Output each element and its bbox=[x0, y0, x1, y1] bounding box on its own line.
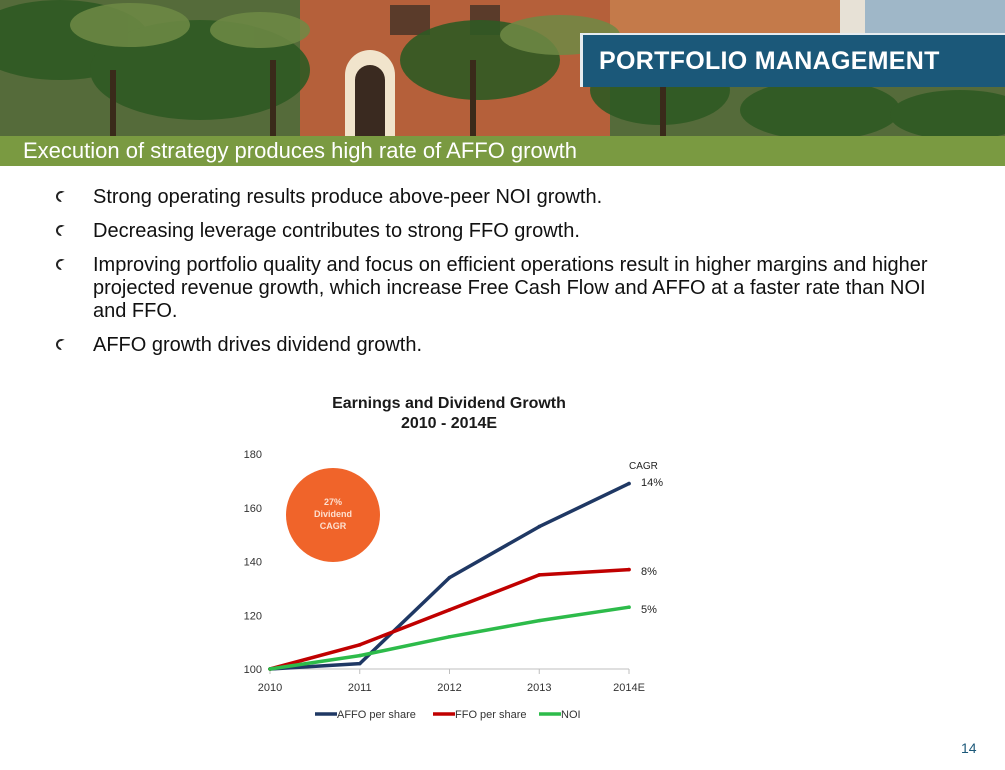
callout-text: 27% bbox=[324, 497, 342, 507]
dividend-cagr-callout bbox=[286, 468, 380, 562]
y-tick-label: 100 bbox=[244, 664, 262, 676]
data-point bbox=[357, 643, 362, 647]
y-tick-label: 120 bbox=[244, 610, 262, 622]
data-point bbox=[447, 634, 452, 639]
earnings-dividend-chart: Earnings and Dividend Growth 2010 - 2014E… bbox=[244, 395, 664, 721]
bullet-text: Decreasing leverage contributes to stron… bbox=[93, 220, 580, 242]
cagr-header: CAGR bbox=[629, 461, 658, 472]
y-tick-label: 140 bbox=[244, 557, 262, 569]
bullet-circle-icon bbox=[56, 225, 69, 237]
data-point bbox=[627, 605, 631, 609]
data-point bbox=[537, 573, 542, 577]
data-point bbox=[357, 661, 362, 666]
x-tick-label: 2013 bbox=[527, 682, 551, 694]
bullet-circle-icon bbox=[56, 339, 69, 351]
x-tick-label: 2012 bbox=[437, 682, 461, 694]
legend-label: NOI bbox=[561, 709, 581, 721]
cagr-label: 14% bbox=[641, 477, 663, 489]
data-point bbox=[627, 567, 631, 572]
legend-label: FFO per share bbox=[455, 709, 527, 721]
bullet-text: AFFO growth drives dividend growth. bbox=[93, 334, 423, 356]
header-photo-banner: PORTFOLIO MANAGEMENT bbox=[0, 0, 1005, 136]
chart-title: Earnings and Dividend Growth bbox=[332, 395, 566, 412]
page-subtitle: Execution of strategy produces high rate… bbox=[23, 138, 577, 163]
bullet-item: Strong operating results produce above-p… bbox=[56, 186, 956, 209]
callout-text: Dividend bbox=[314, 509, 352, 519]
bullet-list: Strong operating results produce above-p… bbox=[56, 186, 956, 368]
x-tick-label: 2011 bbox=[348, 682, 372, 694]
bullet-circle-icon bbox=[56, 191, 69, 203]
chart-subtitle: 2010 - 2014E bbox=[401, 415, 497, 432]
page-title: PORTFOLIO MANAGEMENT bbox=[599, 47, 940, 75]
bullet-item: AFFO growth drives dividend growth. bbox=[56, 334, 956, 357]
bullet-item: Decreasing leverage contributes to stron… bbox=[56, 220, 956, 243]
bullet-circle-icon bbox=[56, 259, 69, 271]
cagr-label: 8% bbox=[641, 566, 657, 578]
data-point bbox=[537, 618, 542, 623]
y-tick-label: 180 bbox=[244, 449, 262, 461]
title-box: PORTFOLIO MANAGEMENT bbox=[580, 33, 1005, 87]
bullet-text: Strong operating results produce above-p… bbox=[93, 186, 603, 208]
data-point bbox=[447, 575, 452, 580]
data-point bbox=[357, 653, 362, 658]
subtitle-bar: Execution of strategy produces high rate… bbox=[0, 136, 1005, 166]
callout-text: CAGR bbox=[320, 521, 347, 531]
bullet-text: Improving portfolio quality and focus on… bbox=[93, 254, 928, 322]
x-tick-label: 2014E bbox=[613, 682, 645, 694]
cagr-label: 5% bbox=[641, 604, 657, 616]
legend-label: AFFO per share bbox=[337, 709, 416, 721]
resort-photo bbox=[0, 0, 1005, 136]
data-point bbox=[627, 481, 631, 486]
data-point bbox=[447, 608, 452, 612]
series-line-ffo-per-share bbox=[268, 567, 631, 671]
data-point bbox=[537, 524, 542, 529]
page-number: 14 bbox=[961, 740, 977, 756]
x-tick-label: 2010 bbox=[258, 682, 282, 694]
y-tick-label: 160 bbox=[244, 503, 262, 515]
bullet-item: Improving portfolio quality and focus on… bbox=[56, 254, 956, 323]
data-point bbox=[268, 667, 272, 671]
